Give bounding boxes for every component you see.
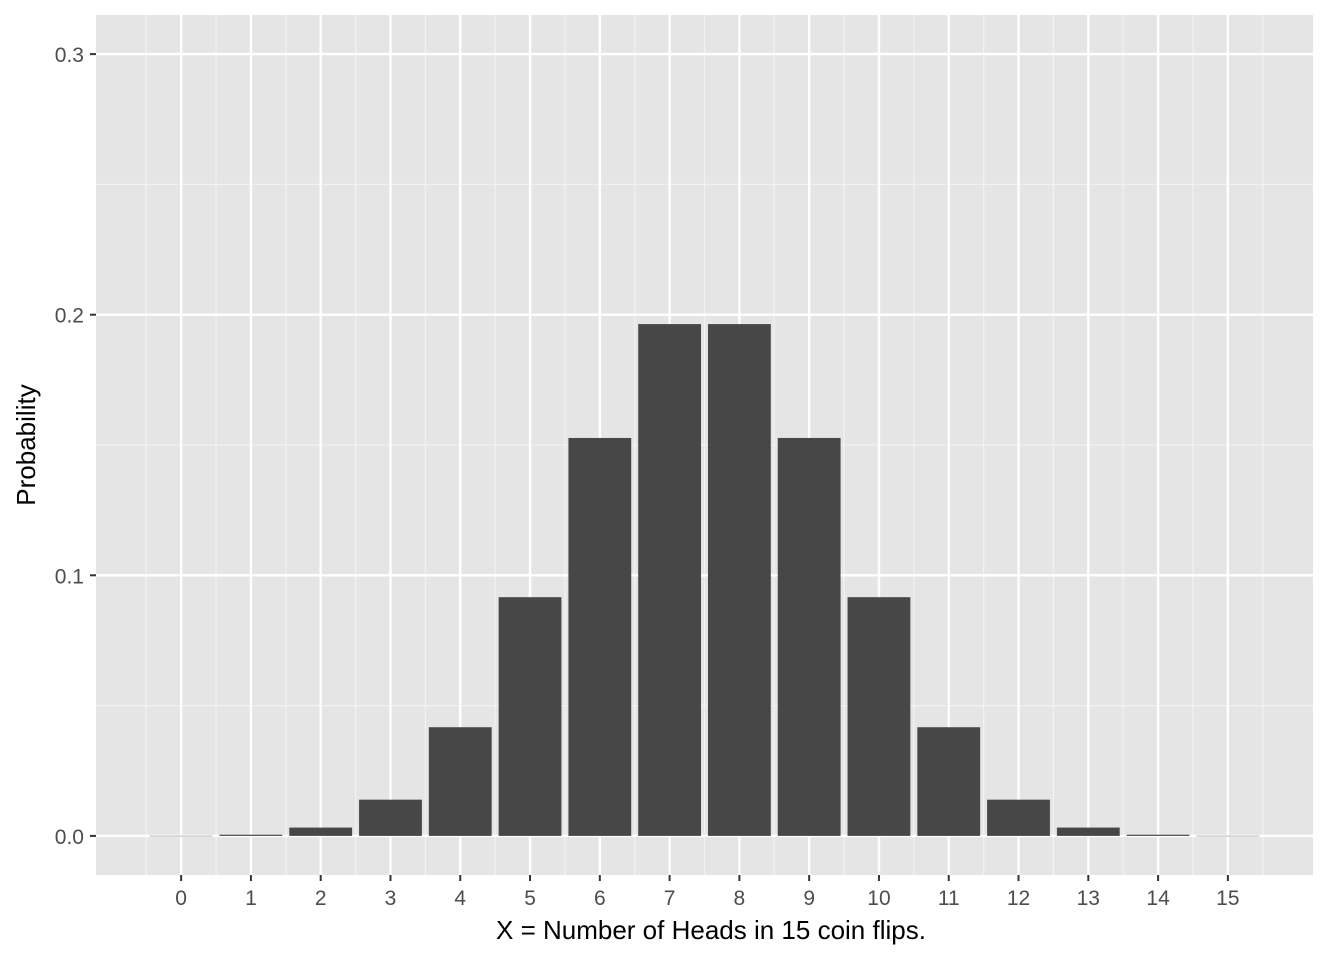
y-axis-ticks: 0.0 0.1 0.2 0.3	[55, 44, 96, 849]
x-tick-label: 4	[454, 887, 466, 910]
y-axis-title: Probability	[11, 384, 41, 505]
bar-3	[359, 799, 422, 836]
x-tick-label: 11	[938, 887, 960, 910]
x-tick-label: 12	[1007, 887, 1030, 910]
bar-1	[219, 834, 283, 836]
x-tick-label: 9	[803, 887, 815, 910]
bar-12	[987, 799, 1050, 836]
x-tick-label: 8	[734, 887, 746, 910]
bar-2	[289, 827, 353, 836]
bar-13	[1056, 827, 1120, 836]
x-tick-label: 0	[175, 887, 187, 910]
y-tick-label: 0.2	[55, 305, 84, 328]
bar-6	[568, 437, 632, 836]
x-tick-label: 10	[867, 887, 890, 910]
x-axis-title: X = Number of Heads in 15 coin flips.	[496, 915, 926, 945]
x-tick-label: 3	[385, 887, 397, 910]
bar-10	[847, 597, 911, 836]
x-tick-label: 7	[664, 887, 676, 910]
grid-minor	[96, 15, 1313, 875]
bar-14	[1126, 834, 1190, 836]
x-tick-label: 13	[1077, 887, 1100, 910]
bar-8	[707, 324, 771, 836]
x-tick-label: 2	[315, 887, 327, 910]
x-tick-label: 15	[1216, 887, 1239, 910]
bar-7	[638, 324, 702, 836]
y-tick-label: 0.3	[55, 44, 84, 67]
x-tick-label: 1	[245, 887, 257, 910]
bars	[149, 324, 1260, 837]
bar-4	[428, 727, 492, 836]
bar-5	[498, 597, 562, 836]
x-tick-label: 5	[524, 887, 536, 910]
bar-9	[777, 437, 841, 836]
y-tick-label: 0.0	[55, 826, 84, 849]
x-axis-ticks: 0 1 2 3 4 5 6 7 8 9 10 11 12 13 14 15	[175, 875, 1240, 910]
x-tick-label: 6	[594, 887, 606, 910]
bar-11	[917, 727, 981, 836]
x-tick-label: 14	[1146, 887, 1170, 910]
y-tick-label: 0.1	[55, 565, 84, 588]
